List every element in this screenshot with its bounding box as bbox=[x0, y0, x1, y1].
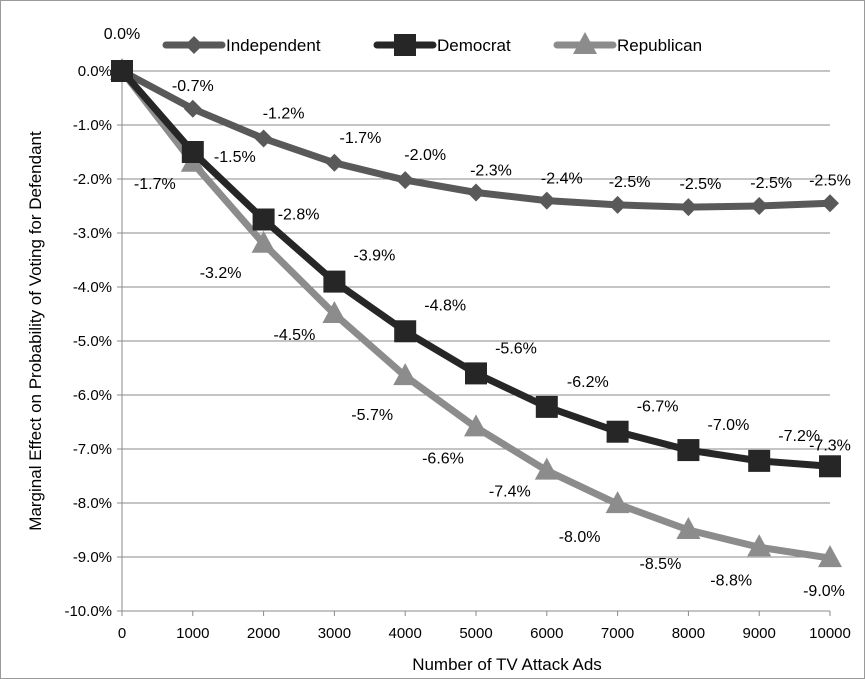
data-point-independent bbox=[467, 183, 485, 202]
data-label-democrat: -3.9% bbox=[354, 248, 396, 265]
data-labels: 0.0%-0.7%-1.2%-1.7%-2.0%-2.3% -2.4% -2.5% -… bbox=[104, 26, 851, 600]
legend-label-independent: Independent bbox=[226, 36, 321, 55]
data-point-independent bbox=[325, 153, 344, 172]
data-point-independent bbox=[396, 171, 415, 190]
data-point-republican bbox=[322, 301, 347, 323]
y-tick-label: -3.0% bbox=[73, 225, 112, 242]
x-tick-label: 10000 bbox=[809, 625, 851, 642]
axes: 0.0% -1.0% -2.0% -3.0% -4.0% -5.0% -6.0% -7.0% -… bbox=[64, 63, 850, 642]
data-point-democrat bbox=[465, 362, 487, 385]
data-label-republican: -7.4% bbox=[489, 484, 531, 501]
data-label-independent: -2.5% bbox=[750, 175, 792, 192]
data-point-independent bbox=[750, 197, 769, 215]
x-tick-label: 7000 bbox=[601, 625, 634, 642]
x-tick-label: 1000 bbox=[176, 625, 209, 642]
legend-marker-independent bbox=[185, 36, 203, 54]
y-tick-label: -2.0% bbox=[73, 171, 112, 188]
x-tick-label: 5000 bbox=[459, 625, 492, 642]
data-label-independent: -2.5% bbox=[809, 172, 851, 189]
data-label-republican: -8.5% bbox=[640, 556, 682, 573]
data-point-republican bbox=[605, 491, 630, 514]
data-label-independent: -2.3% bbox=[470, 163, 512, 180]
data-label-democrat: -7.0% bbox=[708, 417, 750, 434]
data-point-democrat bbox=[394, 320, 417, 343]
data-label-republican: -5.7% bbox=[351, 407, 393, 424]
data-point-democrat bbox=[677, 439, 700, 462]
data-label-republican: -8.8% bbox=[710, 572, 752, 589]
data-label-republican: -3.2% bbox=[200, 265, 242, 282]
data-point-independent bbox=[679, 198, 698, 217]
y-tick-label: 0.0% bbox=[78, 63, 112, 80]
data-point-independent bbox=[183, 99, 202, 118]
y-tick-label: -10.0% bbox=[64, 603, 112, 620]
x-axis-title: Number of TV Attack Ads bbox=[412, 655, 602, 674]
y-tick-label: -5.0% bbox=[73, 333, 112, 350]
y-tick-label: -6.0% bbox=[73, 387, 112, 404]
x-tick-label: 6000 bbox=[530, 625, 563, 642]
data-label-independent: -2.4% bbox=[541, 171, 583, 188]
data-point-independent bbox=[608, 195, 627, 214]
data-point-democrat bbox=[819, 455, 841, 478]
y-tick-label: -1.0% bbox=[73, 117, 112, 134]
data-label-democrat: -2.8% bbox=[278, 207, 320, 224]
data-point-independent bbox=[254, 129, 273, 148]
x-tick-label: 0 bbox=[118, 625, 126, 642]
data-point-democrat bbox=[606, 420, 629, 443]
data-label-independent: -0.7% bbox=[172, 78, 214, 95]
data-label-republican: -4.5% bbox=[274, 327, 316, 344]
data-point-republican bbox=[393, 363, 418, 386]
y-axis-title: Marginal Effect on Probability of Voting… bbox=[26, 131, 45, 531]
data-point-republican bbox=[251, 230, 276, 253]
data-point-democrat bbox=[535, 395, 558, 418]
legend: Independent Democrat Republican bbox=[162, 32, 702, 56]
y-tick-label: -7.0% bbox=[73, 441, 112, 458]
data-label-independent: -1.2% bbox=[263, 106, 305, 123]
legend-label-republican: Republican bbox=[617, 36, 702, 55]
data-point-democrat bbox=[323, 270, 346, 293]
x-tick-label: 9000 bbox=[743, 625, 776, 642]
legend-marker-republican bbox=[573, 32, 597, 54]
data-label-democrat: -5.6% bbox=[495, 340, 537, 357]
data-point-independent bbox=[537, 191, 556, 210]
data-label-democrat: -6.2% bbox=[567, 374, 609, 391]
data-point-democrat bbox=[748, 449, 771, 472]
legend-marker-democrat bbox=[394, 34, 416, 56]
data-point-republican bbox=[464, 414, 488, 437]
series-line-republican bbox=[118, 67, 834, 562]
y-tick-label: -9.0% bbox=[73, 549, 112, 566]
data-point-republican bbox=[747, 534, 772, 557]
data-label-republican: -8.0% bbox=[559, 529, 601, 546]
data-label-independent: -2.5% bbox=[609, 174, 651, 191]
data-label-republican: -6.6% bbox=[422, 450, 464, 467]
data-label-democrat: -4.8% bbox=[424, 297, 466, 314]
data-label-independent: -2.0% bbox=[404, 147, 446, 164]
data-label-independent: 0.0% bbox=[104, 26, 140, 43]
data-point-democrat bbox=[252, 208, 275, 231]
data-point-independent bbox=[821, 194, 839, 213]
series-lines bbox=[110, 58, 842, 568]
data-label-democrat: -6.7% bbox=[637, 399, 679, 416]
x-tick-label: 8000 bbox=[672, 625, 705, 642]
x-tick-label: 4000 bbox=[389, 625, 422, 642]
data-point-republican bbox=[676, 517, 701, 539]
x-tick-label: 3000 bbox=[318, 625, 351, 642]
x-tick-label: 2000 bbox=[247, 625, 280, 642]
data-label-republican: -9.0% bbox=[803, 583, 845, 600]
y-tick-label: -8.0% bbox=[73, 495, 112, 512]
legend-label-democrat: Democrat bbox=[437, 36, 511, 55]
data-point-republican bbox=[534, 457, 559, 480]
data-label-republican: -1.7% bbox=[134, 176, 176, 193]
data-point-democrat bbox=[181, 141, 204, 163]
data-label-independent: -1.7% bbox=[340, 130, 382, 147]
data-point-republican bbox=[818, 545, 842, 568]
data-label-democrat: -7.3% bbox=[809, 437, 851, 454]
data-label-democrat: -1.5% bbox=[214, 149, 256, 166]
data-label-democrat: -7.2% bbox=[778, 428, 820, 445]
data-label-independent: -2.5% bbox=[680, 176, 722, 193]
data-point-democrat bbox=[111, 60, 133, 82]
y-tick-label: -4.0% bbox=[73, 279, 112, 296]
